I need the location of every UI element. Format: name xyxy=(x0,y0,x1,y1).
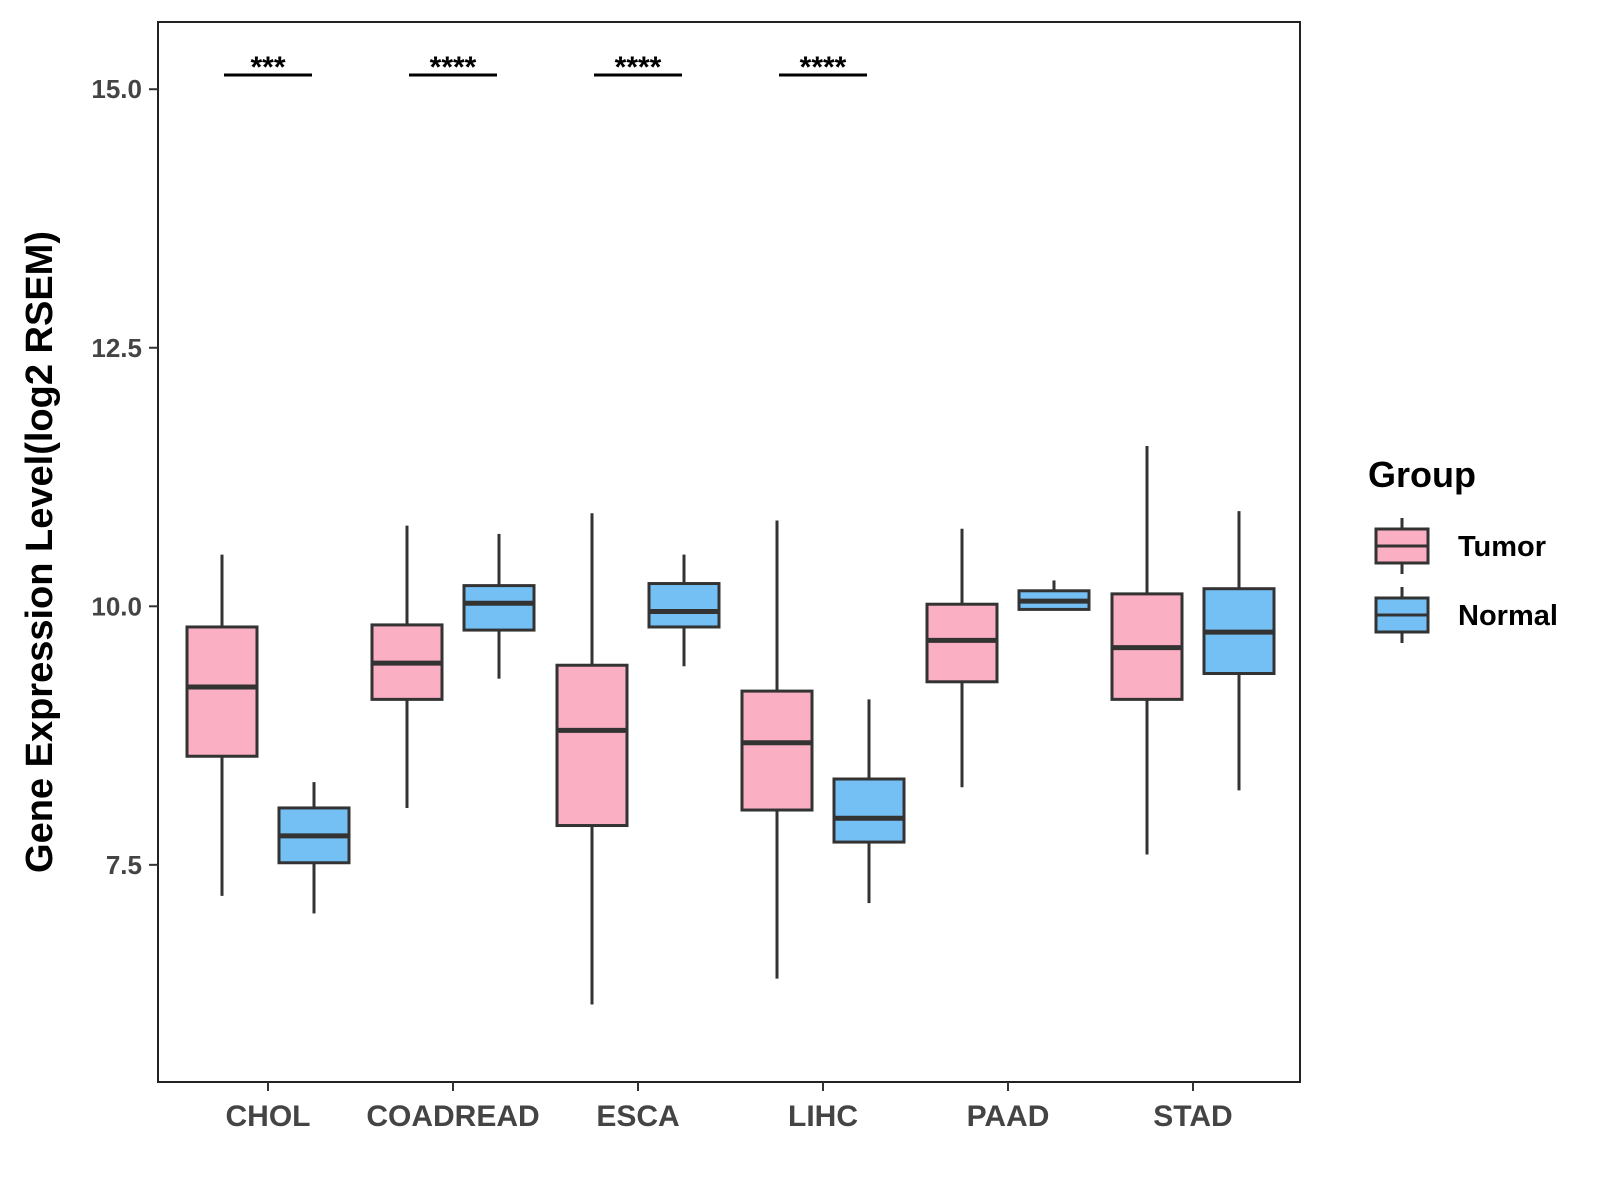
box-tumor-esca xyxy=(555,513,629,1005)
significance-label: **** xyxy=(615,51,662,84)
box-body xyxy=(462,584,536,632)
box-tumor-chol xyxy=(185,554,259,896)
x-tick-label: CHOL xyxy=(226,1100,311,1133)
y-tick-label: 10.0 xyxy=(91,591,142,621)
box-tumor-coadread xyxy=(370,525,444,808)
box-body xyxy=(555,663,629,828)
box-normal-esca xyxy=(647,554,721,667)
y-tick-label: 12.5 xyxy=(91,333,142,363)
box-body xyxy=(647,582,721,629)
significance-label: **** xyxy=(430,51,477,84)
boxes-layer xyxy=(185,446,1276,1005)
x-axis: CHOL COADREAD ESCA LIHC PAAD STAD xyxy=(226,1082,1233,1133)
x-tick-label: PAAD xyxy=(967,1100,1050,1133)
box-body xyxy=(925,602,999,684)
x-tick-label: LIHC xyxy=(788,1100,858,1133)
box-normal-paad xyxy=(1017,580,1091,611)
x-tick-label: STAD xyxy=(1153,1100,1232,1133)
plot-panel xyxy=(157,21,1301,1083)
box-normal-lihc xyxy=(832,699,906,904)
box-body xyxy=(185,625,259,758)
y-axis-label: Gene Expression Level(log2 RSEM) xyxy=(19,231,61,873)
x-tick-label: COADREAD xyxy=(366,1100,539,1133)
y-tick-label: 7.5 xyxy=(106,850,142,880)
legend-label: Normal xyxy=(1458,600,1558,632)
y-tick-label: 15.0 xyxy=(91,74,142,104)
box-tumor-stad xyxy=(1110,446,1184,855)
box-body xyxy=(740,689,814,812)
legend-label: Tumor xyxy=(1458,531,1546,563)
box-tumor-lihc xyxy=(740,520,814,979)
box-tumor-paad xyxy=(925,528,999,788)
legend-item-normal: Normal xyxy=(1374,587,1558,643)
box-normal-coadread xyxy=(462,533,536,679)
x-tick-label: ESCA xyxy=(596,1100,679,1133)
significance-label: **** xyxy=(800,51,847,84)
y-axis: 7.5 10.0 12.5 15.0 xyxy=(91,74,158,880)
significance-label: *** xyxy=(250,51,285,84)
significance-layer: *** **** **** **** xyxy=(224,51,867,84)
legend-item-tumor: Tumor xyxy=(1374,518,1546,574)
box-normal-chol xyxy=(277,782,351,914)
box-body xyxy=(832,777,906,844)
legend-title: Group xyxy=(1368,454,1476,495)
legend: Group Tumor Normal xyxy=(1368,454,1558,643)
box-normal-stad xyxy=(1202,511,1276,791)
